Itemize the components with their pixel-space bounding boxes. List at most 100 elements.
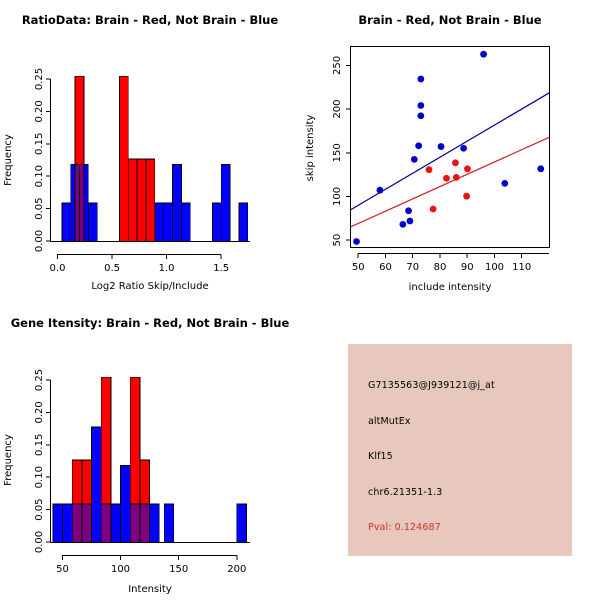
pval-text: Pval: 0.124687 — [368, 522, 441, 533]
gene-ytick-2: 0.10 — [34, 466, 45, 488]
scatter-point — [452, 159, 459, 167]
scatter-ytick-0: 50 — [332, 234, 343, 247]
gene-histogram-x-axis: 50 100 150 200 — [56, 555, 246, 575]
histogram-bar-blue — [212, 202, 222, 242]
scatter-point — [417, 75, 425, 83]
histogram-bar-overlap — [129, 503, 141, 543]
scatter-point — [537, 165, 545, 173]
histogram-bar-blue — [120, 465, 131, 543]
ratio-xtick-2: 1.0 — [159, 263, 175, 274]
ratio-ytick-5: 0.25 — [34, 68, 45, 90]
ratio-ytick-2: 0.10 — [34, 165, 45, 187]
ratio-histogram-svg: RatioData: Brain - Red, Not Brain - Blue… — [3, 13, 278, 292]
scatter-point — [460, 144, 468, 152]
gene-xtick-3: 200 — [227, 564, 246, 575]
histogram-bar-blue — [149, 503, 160, 543]
histogram-bar-blue — [62, 503, 73, 543]
scatter-fit-line — [350, 136, 550, 228]
scatter-xtick-4: 90 — [461, 262, 474, 273]
scatter-ytick-2: 150 — [332, 143, 343, 162]
scatter-point — [415, 142, 423, 150]
gene-histogram-y-axis: 0.00 0.05 0.10 0.15 0.20 0.25 — [34, 369, 51, 553]
ratio-ytick-4: 0.20 — [34, 100, 45, 122]
scatter-point — [417, 102, 425, 109]
histogram-bar-overlap — [74, 164, 80, 242]
gene-histogram-ylabel: Frequency — [3, 434, 14, 486]
scatter-x-axis: 50 60 70 80 90 100 110 — [352, 253, 549, 273]
scatter-y-axis: 50 100 150 200 250 — [332, 56, 351, 247]
scatter-xtick-0: 50 — [352, 262, 365, 273]
scatter-ytick-3: 200 — [332, 100, 343, 119]
histogram-bar-blue — [87, 202, 98, 242]
histogram-bar-overlap — [71, 503, 83, 543]
scatter-point — [429, 205, 437, 213]
gene-xtick-0: 50 — [56, 564, 69, 575]
histogram-bar-overlap — [81, 503, 93, 543]
histogram-bar-blue — [236, 503, 247, 543]
scatter-point — [376, 186, 384, 194]
gene-xtick-1: 100 — [111, 564, 130, 575]
histogram-bar-red — [119, 75, 129, 242]
scatter-ytick-1: 100 — [332, 187, 343, 206]
intensity-scatter-panel: Brain - Red, Not Brain - Blue skip inten… — [300, 0, 600, 300]
histogram-bar-blue — [110, 503, 122, 543]
scatter-point — [405, 207, 412, 215]
histogram-bar-blue — [91, 426, 102, 543]
scatter-point — [417, 112, 425, 120]
scatter-xlabel: include intensity — [409, 282, 492, 293]
histogram-bar-blue — [172, 164, 182, 242]
scatter-point — [437, 143, 445, 150]
histogram-bar-red — [145, 158, 156, 242]
probe-id-text: G7135563@J939121@j_at — [368, 380, 495, 391]
scatter-point — [399, 221, 407, 228]
histogram-bar-overlap — [139, 503, 151, 543]
scatter-title: Brain - Red, Not Brain - Blue — [358, 13, 541, 27]
intensity-scatter-svg: Brain - Red, Not Brain - Blue skip inten… — [305, 13, 550, 293]
scatter-point — [464, 165, 471, 173]
ratio-histogram-xlabel: Log2 Ratio Skip/Include — [91, 281, 208, 292]
gene-ytick-0: 0.00 — [34, 531, 45, 553]
scatter-xtick-6: 110 — [512, 262, 531, 273]
histogram-bar-blue — [154, 202, 165, 242]
scatter-xtick-1: 60 — [379, 262, 392, 273]
scatter-point — [425, 166, 433, 174]
info-text-block: G7135563@J939121@j_at altMutEx Klf15 chr… — [368, 380, 578, 533]
scatter-plot-frame — [350, 46, 550, 248]
scatter-fit-lines — [350, 92, 550, 228]
gene-histogram-title: Gene Itensity: Brain - Red, Not Brain - … — [11, 316, 290, 330]
scatter-points — [353, 50, 545, 245]
scatter-point — [452, 173, 460, 181]
ratio-xtick-1: 0.5 — [104, 263, 120, 274]
gene-ytick-5: 0.25 — [34, 369, 45, 391]
scatter-point — [406, 217, 414, 225]
gene-ytick-1: 0.05 — [34, 498, 45, 520]
histogram-bar-blue — [61, 202, 72, 242]
gene-xtick-2: 150 — [169, 564, 188, 575]
scatter-xtick-5: 100 — [485, 262, 504, 273]
histogram-bar-overlap — [100, 503, 112, 543]
info-box-background — [348, 344, 572, 556]
histogram-bar-blue — [52, 503, 63, 543]
gene-histogram-bars — [52, 376, 247, 543]
scatter-fit-line — [350, 92, 550, 211]
gene-intensity-histogram-panel: Gene Itensity: Brain - Red, Not Brain - … — [0, 300, 300, 600]
ratio-histogram-panel: RatioData: Brain - Red, Not Brain - Blue… — [0, 0, 300, 300]
scatter-point — [463, 192, 471, 200]
ratio-ytick-3: 0.15 — [34, 133, 45, 155]
ratio-histogram-x-axis: 0.0 0.5 1.0 1.5 — [50, 254, 229, 274]
scatter-point — [480, 50, 487, 58]
ratio-xtick-3: 1.5 — [213, 263, 229, 274]
gene-histogram-svg: Gene Itensity: Brain - Red, Not Brain - … — [3, 316, 290, 595]
gene-ytick-4: 0.20 — [34, 401, 45, 423]
event-type-text: altMutEx — [368, 415, 411, 427]
scatter-point — [501, 179, 509, 187]
gene-info-panel: G7135563@J939121@j_at altMutEx Klf15 chr… — [300, 300, 600, 600]
histogram-bar-overlap — [79, 164, 85, 242]
histogram-bar-blue — [220, 164, 231, 242]
gene-symbol-text: Klf15 — [368, 451, 393, 462]
scatter-point — [410, 156, 418, 163]
scatter-ytick-4: 250 — [332, 56, 343, 75]
ratio-histogram-ylabel: Frequency — [3, 134, 14, 186]
histogram-bar-blue — [238, 202, 249, 242]
ratio-xtick-0: 0.0 — [50, 263, 66, 274]
